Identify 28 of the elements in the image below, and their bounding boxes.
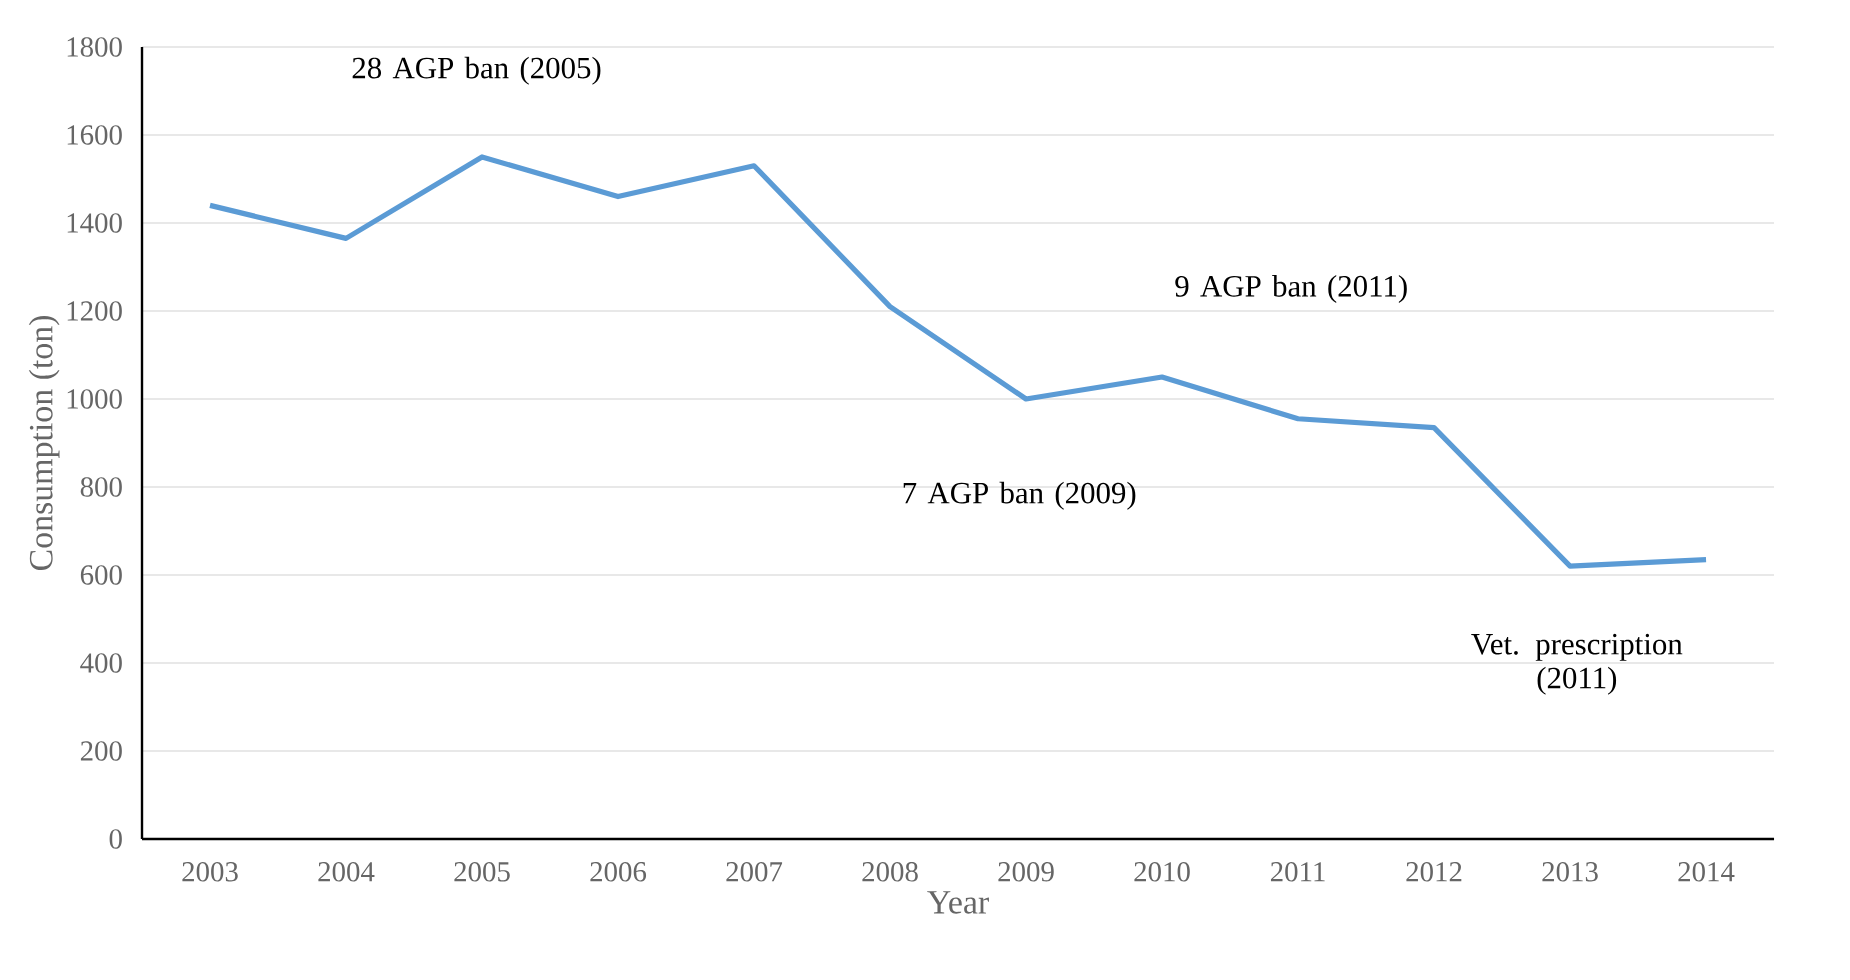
y-tick-label: 0: [109, 829, 122, 849]
x-tick-label: 2014: [1678, 862, 1735, 882]
x-tick-label: 2011: [1270, 862, 1325, 882]
x-tick-label: 2004: [318, 862, 375, 882]
y-tick-label: 1800: [67, 37, 122, 57]
x-tick-label: 2008: [862, 862, 918, 882]
y-tick-label: 1400: [67, 213, 122, 233]
x-tick-label: 2012: [1406, 862, 1462, 882]
x-tick-label: 2009: [998, 862, 1054, 882]
y-tick-label: 1600: [67, 125, 122, 145]
x-tick-label: 2010: [1134, 862, 1190, 882]
y-tick-label: 1200: [67, 301, 122, 321]
x-tick-label: 2005: [454, 862, 510, 882]
annotation: 9 AGP ban (2011): [1175, 274, 1407, 303]
annotation: Vet. prescription (2011): [1471, 633, 1683, 695]
annotation: 28 AGP ban (2005): [352, 56, 601, 85]
annotation: 7 AGP ban (2009): [903, 481, 1136, 510]
y-tick-label: 400: [80, 653, 122, 673]
y-tick-label: 600: [80, 565, 122, 585]
y-tick-label: 1000: [67, 389, 122, 409]
x-tick-label: 2006: [590, 862, 647, 882]
x-tick-label: 2003: [182, 862, 238, 882]
x-tick-label: 2013: [1542, 862, 1598, 882]
x-tick-label: 2007: [726, 862, 783, 882]
x-axis-title: Year: [927, 891, 989, 914]
y-tick-label: 200: [80, 741, 122, 761]
y-tick-label: 800: [80, 477, 122, 497]
y-axis-title: Consumption (ton): [28, 316, 60, 571]
